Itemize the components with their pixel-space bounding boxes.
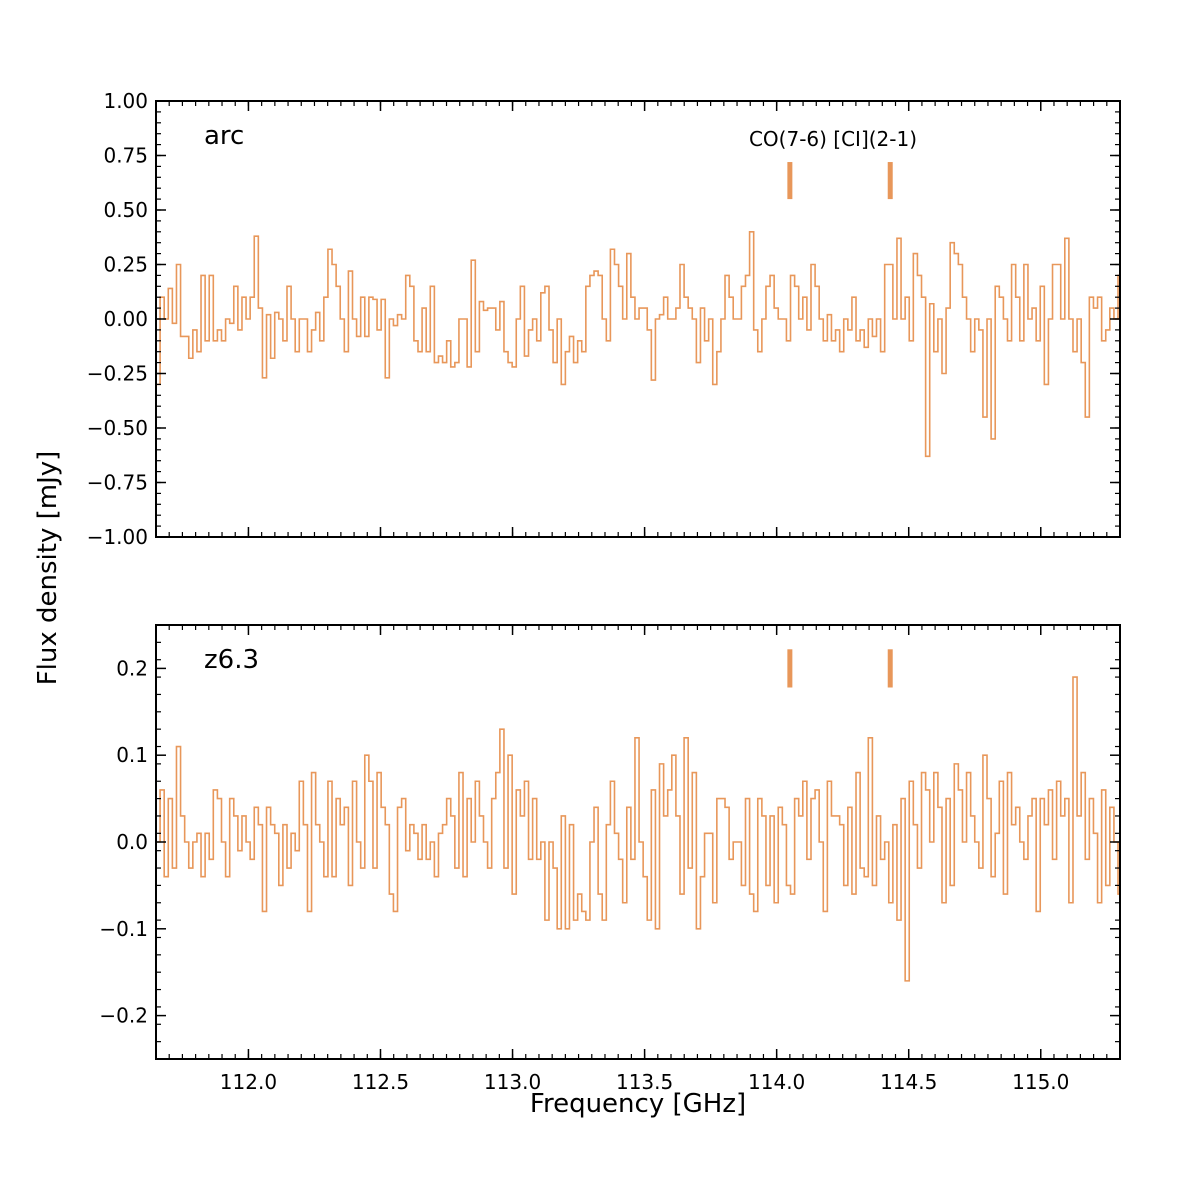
- y-tick-label: −0.1: [99, 917, 148, 941]
- y-tick-label: 1.00: [103, 89, 148, 113]
- arc-panel-label: arc: [204, 121, 244, 151]
- y-tick-label: 0.75: [103, 144, 148, 168]
- y-tick-label: 0.0: [116, 830, 148, 854]
- x-tick-label: 112.0: [220, 1070, 277, 1094]
- y-tick-label: 0.00: [103, 307, 148, 331]
- y-tick-label: 0.50: [103, 198, 148, 222]
- y-tick-label: 0.25: [103, 253, 148, 277]
- panel-arc: −1.00 −0.75 −0.50 −0.25 0.00 0.25 0.50 0.75 1.00…: [87, 89, 1121, 549]
- x-tick-label: 112.5: [352, 1070, 409, 1094]
- z6-3-spectrum-plot-area: 112.0 112.5 113.0 113.5 114.0 114.5 115.0 −0.2 −…: [99, 624, 1121, 1094]
- panel-z6-3: 112.0 112.5 113.0 113.5 114.0 114.5 115.0 −0.2 −…: [99, 624, 1121, 1094]
- spectrum-step-line: [156, 676, 1120, 982]
- x-tick-label: 113.5: [616, 1070, 673, 1094]
- y-tick-label: −0.2: [99, 1004, 148, 1028]
- y-tick-label: −0.50: [87, 416, 148, 440]
- z6-3-panel-label: z6.3: [204, 645, 259, 675]
- x-tick-label: 114.5: [880, 1070, 937, 1094]
- y-tick-label: 0.1: [116, 743, 148, 767]
- y-tick-label: 0.2: [116, 656, 148, 680]
- x-tick-label: 113.0: [484, 1070, 541, 1094]
- x-tick-label: 114.0: [748, 1070, 805, 1094]
- x-tick-label: 115.0: [1012, 1070, 1069, 1094]
- arc-spectrum-plot-area: −1.00 −0.75 −0.50 −0.25 0.00 0.25 0.50 0.75 1.00: [87, 89, 1121, 549]
- y-axis-title: Flux density [mJy]: [33, 451, 63, 686]
- spectrum-step-line: [156, 231, 1120, 458]
- y-tick-label: −1.00: [87, 525, 148, 549]
- y-tick-label: −0.25: [87, 362, 148, 386]
- y-tick-label: −0.75: [87, 471, 148, 495]
- x-axis-title: Frequency [GHz]: [530, 1089, 746, 1119]
- arc-line-labels: CO(7-6) [CI](2-1): [749, 127, 917, 151]
